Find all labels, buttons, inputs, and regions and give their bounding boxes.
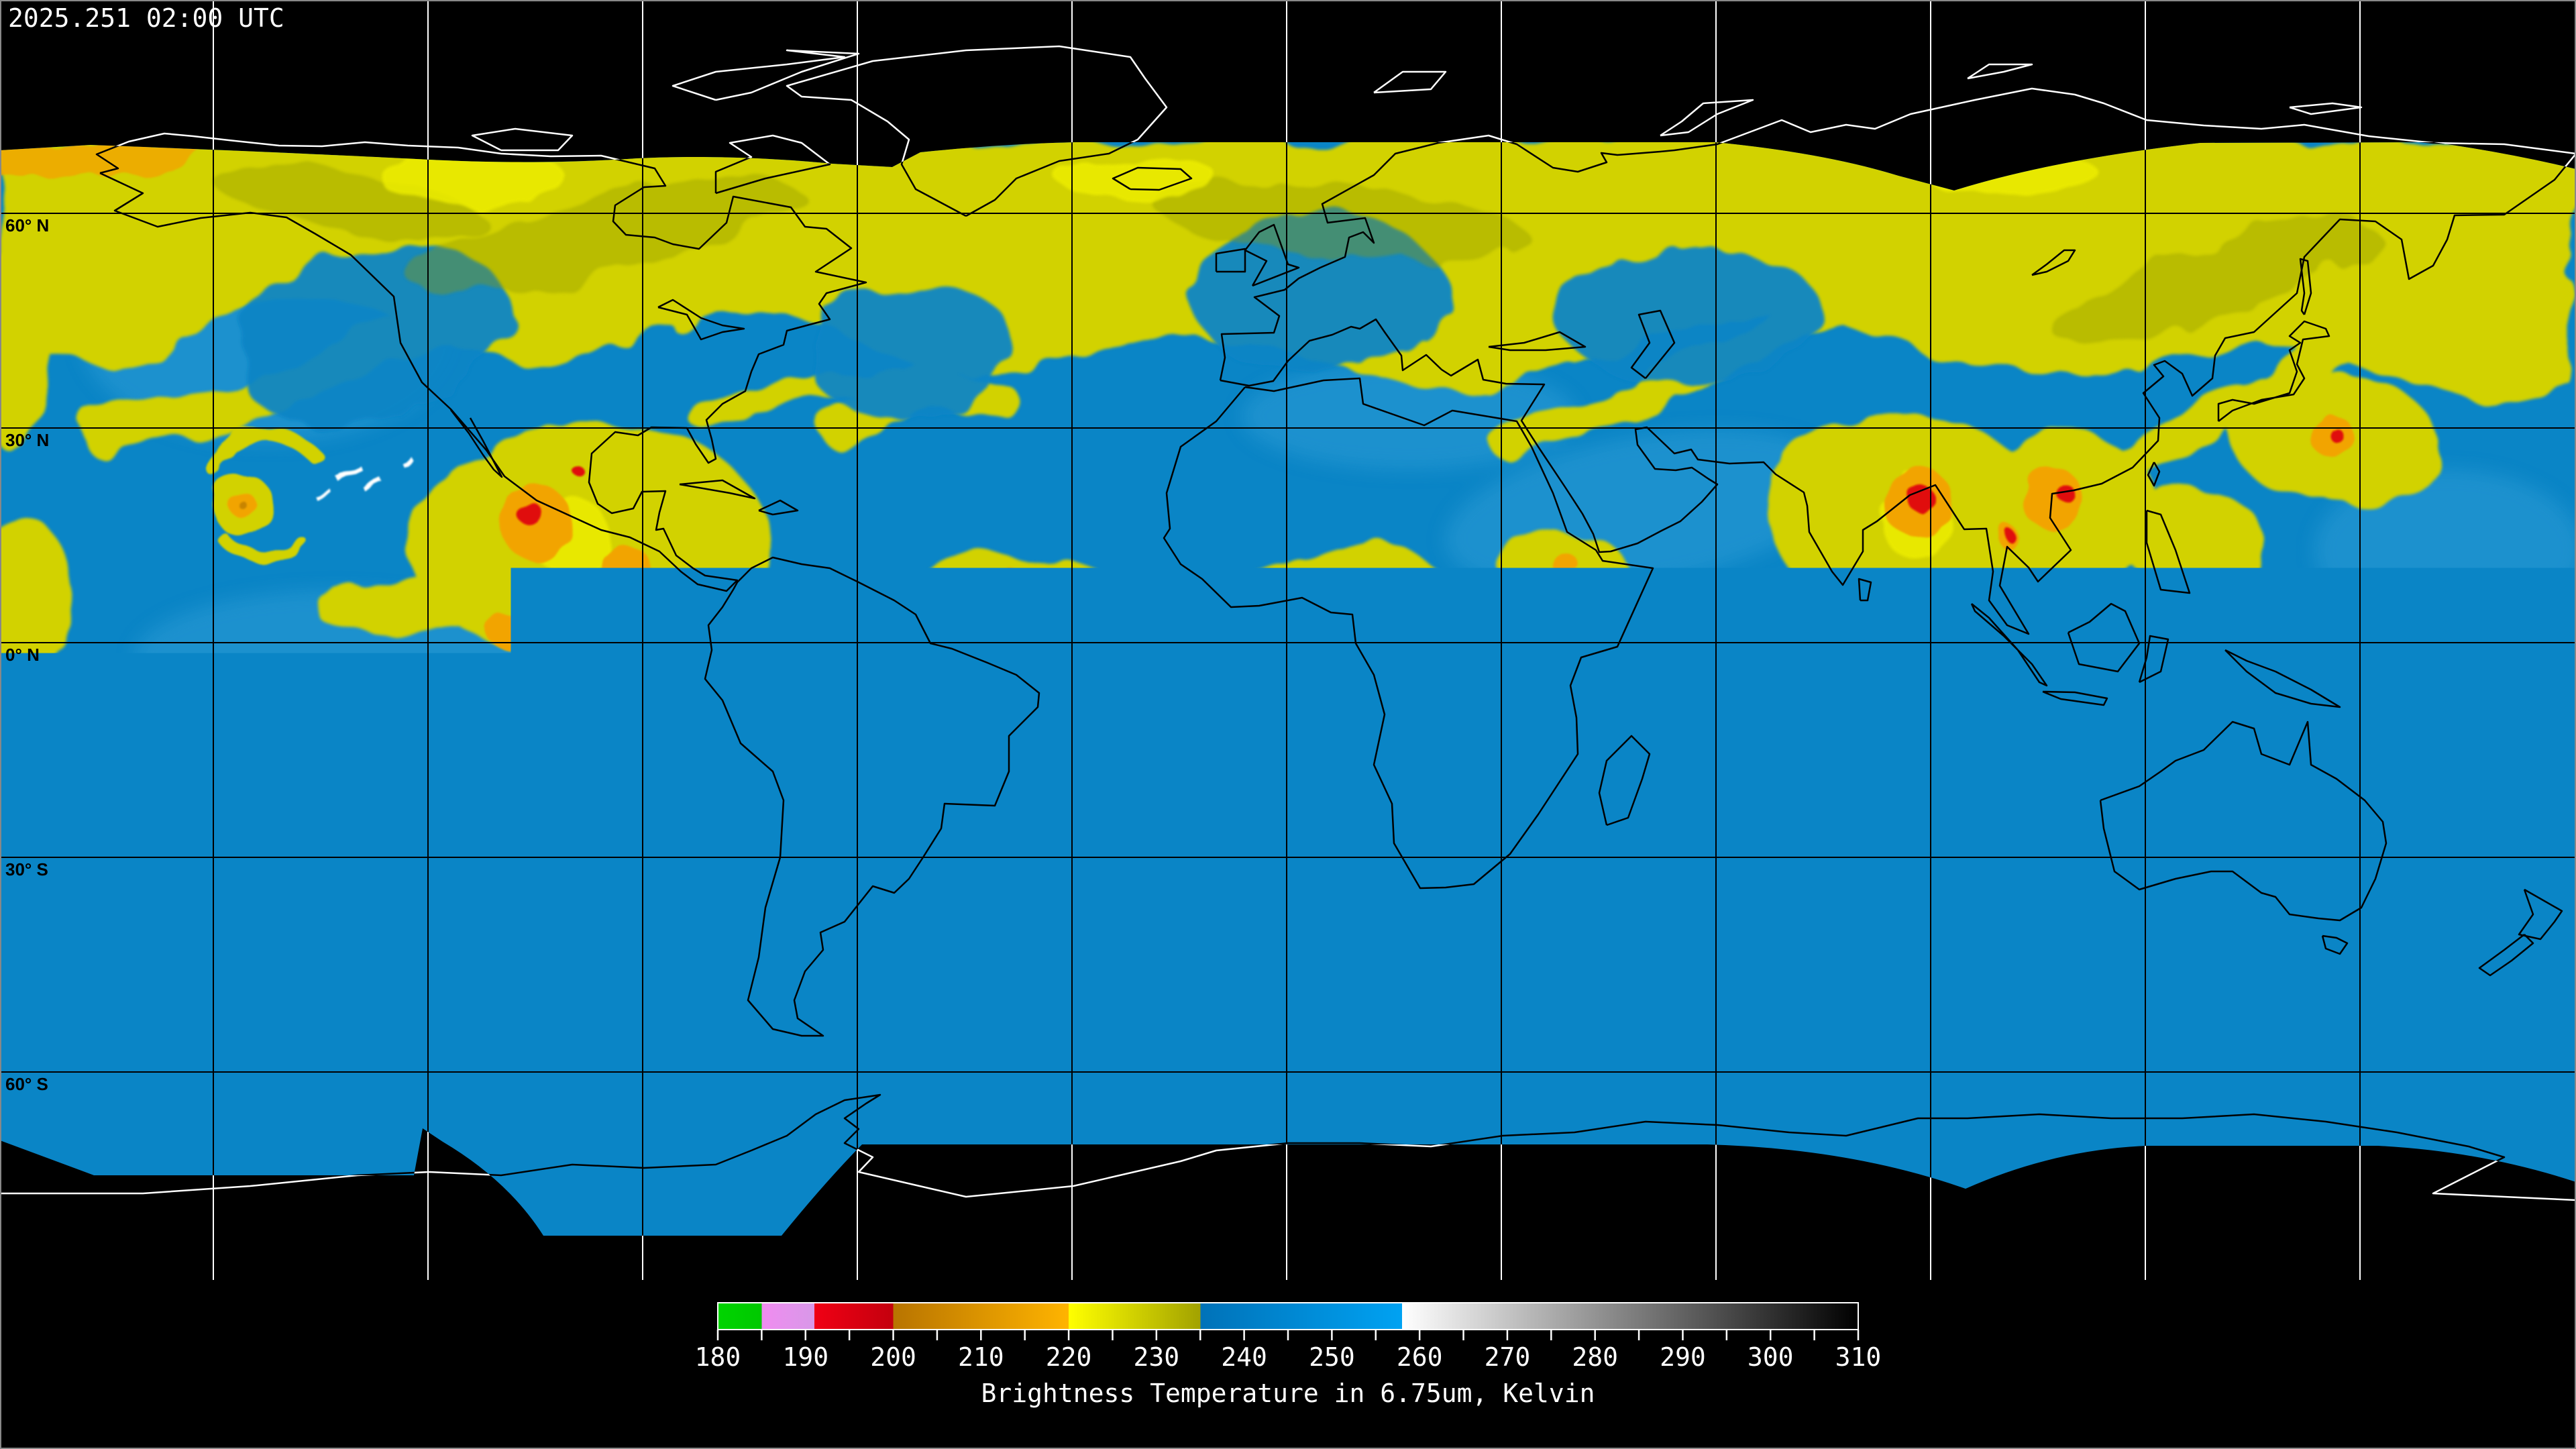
colorbar-bar: [718, 1303, 1858, 1330]
cloud-blob: [572, 464, 582, 475]
cloud-blob: [1114, 812, 1301, 919]
cloud-blob: [2119, 694, 2154, 729]
colorbar-tick-label: 210: [958, 1342, 1004, 1372]
colorbar-tick-label: 270: [1485, 1342, 1531, 1372]
colorbar-tick-label: 240: [1221, 1342, 1267, 1372]
latitude-label-30s: 30° S: [5, 859, 48, 879]
cloud-blob: [584, 832, 785, 953]
latitude-label-60n: 60° N: [5, 215, 49, 235]
latitude-label-60s: 60° S: [5, 1074, 48, 1094]
cloud-blob: [791, 626, 806, 641]
colorbar-tick-label: 230: [1134, 1342, 1180, 1372]
cloud-blob: [2321, 655, 2337, 671]
cloud-blob: [1122, 595, 1146, 619]
colorbar-tick-label: 310: [1835, 1342, 1882, 1372]
cloud-blob: [1896, 665, 1915, 684]
cloud-blob: [2006, 531, 2017, 542]
cloud-blob: [1552, 551, 1576, 576]
cloud-blob: [1907, 484, 1933, 511]
colorbar-tick-label: 290: [1660, 1342, 1706, 1372]
cloud-blob: [488, 612, 525, 649]
cloud-blob: [1623, 869, 1704, 902]
colorbar-tick-label: 200: [870, 1342, 916, 1372]
cloud-blob: [765, 666, 775, 676]
satellite-map-canvas: 60° N 30° N 0° N 30° S 60° S 2025.251 02…: [0, 0, 2576, 1449]
cloud-blob: [518, 502, 542, 526]
cloud-blob: [624, 569, 640, 585]
cloud-blob: [673, 619, 685, 631]
colorbar-tick-label: 260: [1397, 1342, 1443, 1372]
cloud-blob: [1497, 679, 1511, 692]
data-region: 60° N 30° N 0° N 30° S 60° S: [0, 0, 2576, 1286]
cloud-blob: [1473, 655, 1516, 698]
cloud-blob: [1807, 659, 1818, 669]
colorbar-tick-label: 220: [1046, 1342, 1092, 1372]
cloud-blob: [1717, 1114, 2375, 1144]
latitude-label-30n: 30° N: [5, 430, 49, 450]
cloud-blob: [1060, 158, 1221, 205]
cloud-blob: [924, 696, 954, 726]
cloud-blob: [2002, 674, 2053, 724]
latitude-label-0n: 0° N: [5, 645, 40, 665]
cloud-blob: [979, 1020, 1167, 1073]
colorbar-tick-label: 180: [695, 1342, 741, 1372]
cloud-blob: [1556, 248, 1825, 382]
cloud-blob: [1833, 619, 1873, 659]
colorbar-tick-label: 280: [1572, 1342, 1618, 1372]
colorbar-tick-label: 300: [1748, 1342, 1794, 1372]
colorbar-tick-label: 190: [782, 1342, 828, 1372]
timestamp: 2025.251 02:00 UTC: [8, 3, 284, 33]
cloud-blob: [825, 641, 1026, 755]
cloud-blob: [2329, 428, 2343, 441]
cloud-blob: [239, 501, 247, 509]
cloud-blob: [2447, 698, 2457, 708]
cloud-blob: [195, 1026, 262, 1093]
cloud-blob: [1387, 659, 1414, 686]
cloud-blob: [900, 695, 912, 707]
cloud-blob: [1015, 575, 1027, 587]
colorbar-tick-label: 250: [1309, 1342, 1355, 1372]
colorbar-title: Brightness Temperature in 6.75um, Kelvin: [981, 1379, 1595, 1408]
cloud-blob: [2123, 490, 2264, 590]
